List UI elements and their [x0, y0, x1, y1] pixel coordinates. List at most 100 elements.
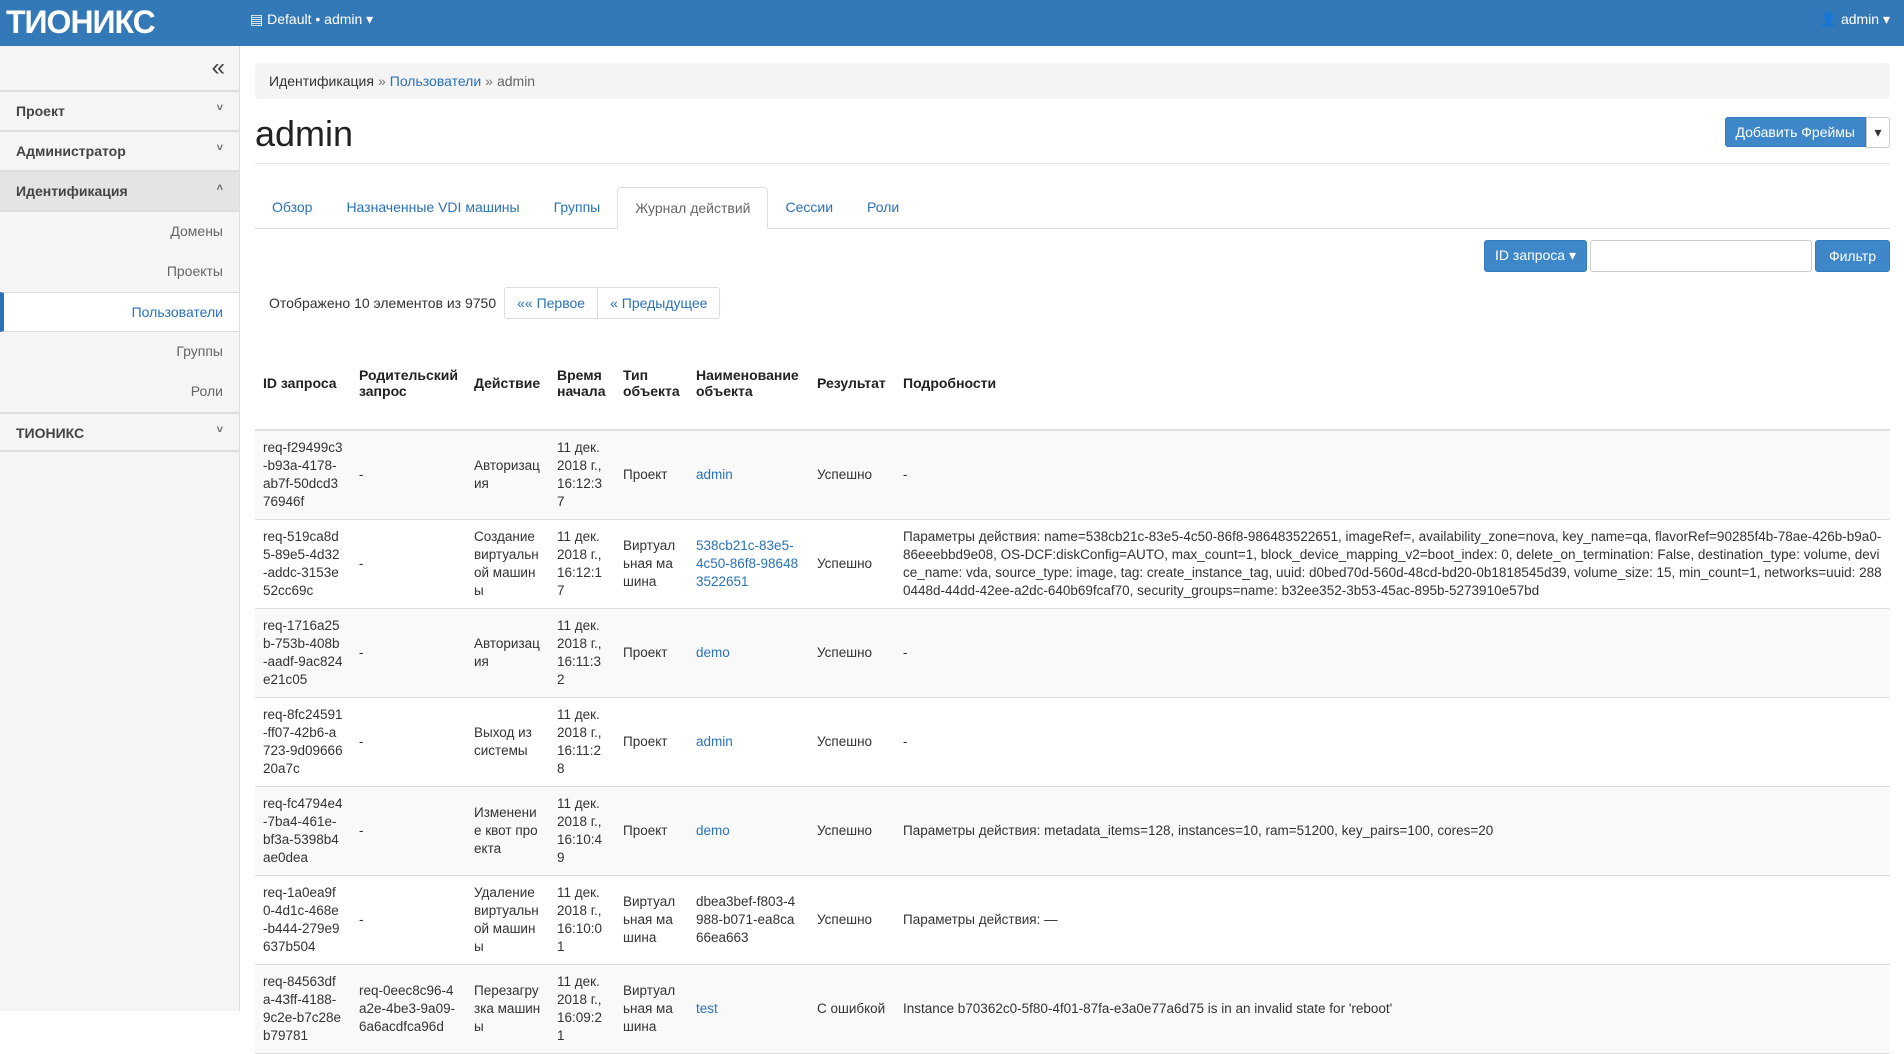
cell-action: Удаление виртуальной машины [466, 875, 549, 965]
cell-object-type: Виртуальная машина [615, 519, 688, 609]
user-menu[interactable]: 👤 admin ▾ [1819, 11, 1890, 27]
cell-details: - [895, 697, 1890, 787]
cell-result: Успешно [809, 430, 895, 520]
tab-vdi[interactable]: Назначенные VDI машины [346, 199, 520, 215]
filter-bar: ID запроса ▾ Фильтр [1484, 240, 1890, 272]
add-frames-button[interactable]: Добавить Фреймы [1724, 117, 1866, 147]
user-icon: 👤 [1819, 11, 1841, 27]
cell-action: Изменение квот проекта [466, 786, 549, 876]
add-frames-dropdown[interactable]: ▾ [1866, 117, 1890, 148]
tab-overview[interactable]: Обзор [272, 199, 313, 215]
first-page-link[interactable]: «« Первое [504, 287, 599, 319]
cell-details: - [895, 608, 1890, 698]
filter-input[interactable] [1589, 240, 1812, 272]
sidebar-item-groups[interactable]: Группы [176, 343, 223, 359]
cell-start-time: 11 дек. 2018 г., 16:09:21 [549, 964, 615, 1054]
sidebar-section-admin[interactable]: Администратор ˅ [0, 132, 239, 172]
cell-request-id: req-8fc24591-ff07-42b6-a723-9d0966620a7c [255, 697, 351, 787]
cell-object-type: Виртуальная машина [615, 875, 688, 965]
sidebar-item-users[interactable]: Пользователи [0, 292, 239, 332]
page-title: admin [255, 113, 354, 154]
cell-request-id: req-1716a25b-753b-408b-aadf-9ac824e21c05 [255, 608, 351, 698]
add-frames-group: Добавить Фреймы ▾ [1724, 117, 1890, 148]
object-link[interactable]: admin [696, 733, 733, 749]
collapse-sidebar-icon[interactable]: « [0, 46, 239, 92]
filter-button[interactable]: Фильтр [1814, 240, 1890, 272]
cell-details: Параметры действия: metadata_items=128, … [895, 786, 1890, 876]
cell-parent-request: - [351, 608, 466, 698]
object-link[interactable]: admin [696, 466, 733, 482]
tab-roles[interactable]: Роли [867, 199, 900, 215]
sidebar-item-projects[interactable]: Проекты [166, 263, 223, 279]
cell-request-id: req-84563dfa-43ff-4188-9c2e-b7c28eb79781 [255, 964, 351, 1054]
breadcrumb-users-link[interactable]: Пользователи [389, 73, 482, 89]
cell-object-name: dbea3bef-f803-4988-b071-ea8ca66ea663 [688, 875, 809, 965]
cell-result: Успешно [809, 786, 895, 876]
cell-details: - [895, 430, 1890, 520]
sidebar-item-roles[interactable]: Роли [190, 383, 223, 399]
table-row: req-84563dfa-43ff-4188-9c2e-b7c28eb79781… [255, 964, 1890, 1054]
main-content: Идентификация» Пользователи» admin admin Д… [255, 46, 1890, 1054]
column-header-action: Действие [466, 336, 549, 431]
column-header-object-type: Тип объекта [615, 336, 688, 431]
top-navbar: ТИОНИКС ▤ Default • admin ▾ 👤 admin ▾ [0, 0, 1904, 46]
cell-start-time: 11 дек. 2018 г., 16:12:17 [549, 519, 615, 609]
sidebar-section-identity[interactable]: Идентификация ˄ [0, 172, 239, 212]
project-selector[interactable]: ▤ Default • admin ▾ [250, 11, 374, 27]
cell-request-id: req-519ca8d5-89e5-4d32-addc-3153e52cc69c [255, 519, 351, 609]
tab-groups[interactable]: Группы [553, 199, 601, 215]
tab-sessions[interactable]: Сессии [785, 199, 834, 215]
cell-start-time: 11 дек. 2018 г., 16:11:32 [549, 608, 615, 698]
cell-object-name: demo [688, 786, 809, 876]
cell-object-name: test [688, 964, 809, 1054]
chevron-down-icon: ˅ [216, 142, 223, 154]
cell-object-type: Проект [615, 697, 688, 787]
object-link[interactable]: demo [696, 644, 730, 660]
breadcrumb: Идентификация» Пользователи» admin [255, 63, 1890, 99]
chevron-down-icon: ˅ [216, 102, 223, 114]
prev-page-link[interactable]: « Предыдущее [598, 287, 721, 319]
cell-request-id: req-1a0ea9f0-4d1c-468e-b444-279e9637b504 [255, 875, 351, 965]
sidebar: « Проект ˅ Администратор ˅ Идентификация ˄ … [0, 46, 240, 1011]
table-row: req-8fc24591-ff07-42b6-a723-9d0966620a7c… [255, 697, 1890, 787]
object-link[interactable]: demo [696, 822, 730, 838]
chevron-up-icon: ˄ [216, 182, 223, 194]
cell-result: Успешно [809, 697, 895, 787]
cell-details: Параметры действия: — [895, 875, 1890, 965]
sidebar-item-domains[interactable]: Домены [170, 223, 223, 239]
cell-object-type: Проект [615, 608, 688, 698]
column-header-request-id: ID запроса [255, 336, 351, 431]
action-log-table: ID запроса Родительский запрос Действие Вре… [255, 336, 1890, 1054]
filter-field-select[interactable]: ID запроса ▾ [1484, 240, 1587, 272]
column-header-details: Подробности [895, 336, 1890, 431]
column-header-parent-request: Родительский запрос [351, 336, 466, 431]
sidebar-section-project[interactable]: Проект ˅ [0, 92, 239, 132]
cell-start-time: 11 дек. 2018 г., 16:10:49 [549, 786, 615, 876]
cell-action: Авторизация [466, 430, 549, 520]
cell-action: Перезагрузка машины [466, 964, 549, 1054]
cell-details: Параметры действия: name=538cb21c-83e5-4… [895, 519, 1890, 609]
cell-object-type: Виртуальная машина [615, 964, 688, 1054]
object-link[interactable]: 538cb21c-83e5-4c50-86f8-986483522651 [696, 537, 799, 589]
cell-parent-request: - [351, 430, 466, 520]
cell-result: Успешно [809, 519, 895, 609]
cell-object-name: admin [688, 697, 809, 787]
cell-parent-request: - [351, 786, 466, 876]
cell-object-name: admin [688, 430, 809, 520]
cell-result: Успешно [809, 875, 895, 965]
table-row: req-519ca8d5-89e5-4d32-addc-3153e52cc69c… [255, 519, 1890, 609]
table-row: req-fc4794e4-7ba4-461e-bf3a-5398b4ae0dea… [255, 786, 1890, 876]
cell-action: Создание виртуальной машины [466, 519, 549, 609]
column-header-object-name: Наименование объекта [688, 336, 809, 431]
column-header-start-time: Время начала [549, 336, 615, 431]
cell-start-time: 11 дек. 2018 г., 16:12:37 [549, 430, 615, 520]
object-link[interactable]: test [696, 1000, 718, 1016]
column-header-result: Результат [809, 336, 895, 431]
sidebar-section-tionix[interactable]: ТИОНИКС ˅ [0, 412, 239, 452]
tabs: Обзор Назначенные VDI машины Группы Журн… [255, 187, 1890, 229]
tab-action-log[interactable]: Журнал действий [617, 187, 769, 229]
cell-parent-request: req-0eec8c96-4a2e-4be3-9a09-6a6acdfca96d [351, 964, 466, 1054]
cell-parent-request: - [351, 697, 466, 787]
cell-result: С ошибкой [809, 964, 895, 1054]
cell-object-name: demo [688, 608, 809, 698]
